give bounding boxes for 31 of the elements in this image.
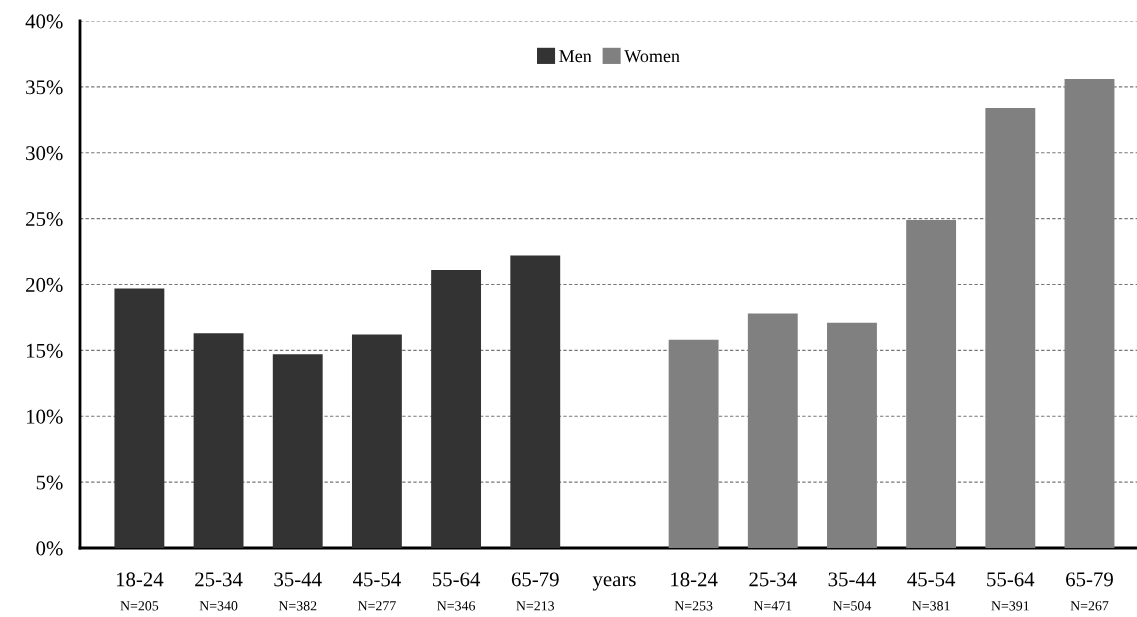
- y-tick-label: 5%: [36, 475, 63, 490]
- x-tick-label: 35-44 N=504: [828, 572, 876, 611]
- x-tick-label: 35-44 N=382: [274, 572, 322, 611]
- legend-label: Women: [624, 50, 680, 63]
- x-tick-label: 45-54 N=277: [353, 572, 401, 611]
- x-tick-label: 55-64 N=391: [987, 572, 1035, 611]
- y-tick-label: 35%: [26, 80, 63, 95]
- y-tick-label: 10%: [26, 409, 63, 424]
- x-tick-label: 65-79 N=267: [1066, 572, 1113, 611]
- bar: [747, 313, 798, 548]
- bar: [193, 333, 244, 548]
- x-tick-label: 18-24 N=253: [671, 572, 718, 611]
- x-tick-label: 55-64 N=346: [433, 572, 481, 611]
- x-tick-label: 25-34 N=340: [195, 572, 243, 611]
- bar: [510, 255, 561, 548]
- y-tick-label: 15%: [26, 343, 63, 358]
- y-tick-label: 20%: [26, 277, 63, 292]
- bar: [431, 270, 482, 548]
- x-tick-label: 25-34 N=471: [749, 572, 797, 611]
- x-tick-label: years: [592, 576, 636, 591]
- y-tick-label: 25%: [26, 212, 63, 227]
- x-tick-label: 18-24 N=205: [116, 572, 164, 611]
- y-tick-label: 30%: [26, 146, 63, 161]
- y-tick-label: 40%: [25, 14, 63, 29]
- x-tick-label: 45-54 N=381: [907, 572, 956, 611]
- y-tick-label: 0%: [36, 541, 63, 556]
- bar: [272, 354, 323, 548]
- legend-label: Men: [559, 50, 592, 63]
- bar: [351, 334, 402, 548]
- bar: [114, 288, 165, 548]
- x-tick-label: 65-79 N=213: [511, 572, 559, 611]
